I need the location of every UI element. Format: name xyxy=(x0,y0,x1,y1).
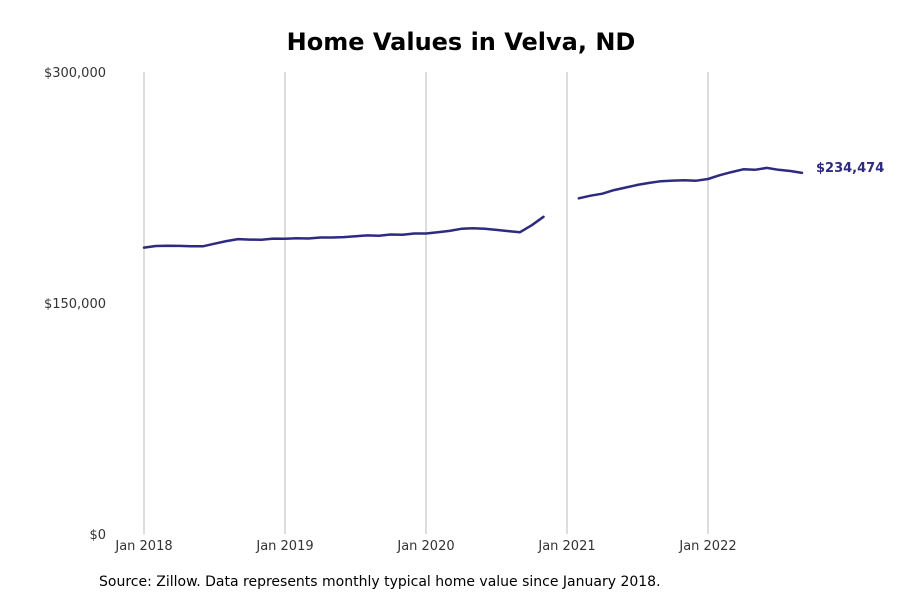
gridlines xyxy=(143,72,709,534)
series-line-segment-1 xyxy=(577,166,804,200)
x-tick-label: Jan 2020 xyxy=(396,539,454,554)
y-axis-ticks: $0 $150,000 $300,000 xyxy=(44,66,106,543)
x-tick-label: Jan 2018 xyxy=(114,539,172,554)
x-tick-label: Jan 2019 xyxy=(255,539,313,554)
source-note: Source: Zillow. Data represents monthly … xyxy=(99,574,661,590)
end-labels: $234,474 xyxy=(816,161,884,176)
y-tick-label: $0 xyxy=(89,528,106,543)
end-value-label: $234,474 xyxy=(816,161,884,176)
y-tick-label: $300,000 xyxy=(44,66,106,81)
x-tick-label: Jan 2022 xyxy=(678,539,736,554)
x-axis-ticks: Jan 2018 Jan 2019 Jan 2020 Jan 2021 Jan 2022 xyxy=(114,539,736,554)
series-line-segment-0 xyxy=(142,215,545,249)
y-tick-label: $150,000 xyxy=(44,297,106,312)
series-lines xyxy=(142,166,804,249)
x-tick-label: Jan 2021 xyxy=(537,539,595,554)
chart-title: Home Values in Velva, ND xyxy=(286,28,636,56)
